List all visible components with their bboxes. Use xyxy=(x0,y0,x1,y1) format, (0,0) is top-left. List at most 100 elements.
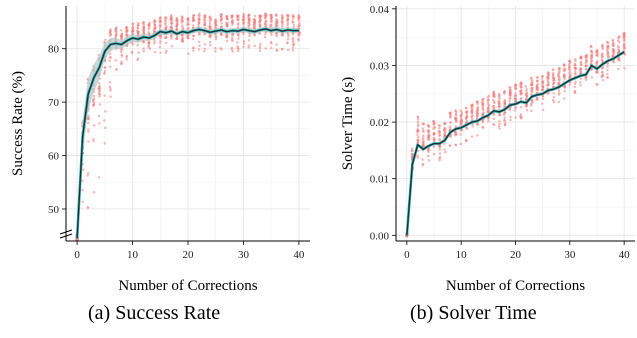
data-point xyxy=(600,70,604,74)
data-point xyxy=(432,139,436,143)
data-point xyxy=(159,16,162,20)
data-point xyxy=(226,17,229,21)
data-point xyxy=(186,23,189,27)
data-point xyxy=(180,38,184,41)
data-point xyxy=(519,89,522,93)
data-point xyxy=(220,22,223,25)
data-point xyxy=(417,125,420,128)
data-point xyxy=(497,105,500,109)
data-point xyxy=(536,83,540,86)
data-point xyxy=(103,71,106,75)
data-point xyxy=(617,41,621,44)
data-point xyxy=(552,71,555,75)
data-point xyxy=(142,49,146,53)
data-point xyxy=(524,93,528,97)
data-point xyxy=(563,89,566,93)
data-point xyxy=(125,55,128,59)
data-point xyxy=(230,34,234,37)
data-point xyxy=(498,113,501,117)
data-point xyxy=(481,107,485,110)
scatter-points xyxy=(405,31,626,239)
data-point xyxy=(427,159,431,162)
data-point xyxy=(180,18,184,21)
data-point xyxy=(147,44,151,47)
data-point xyxy=(103,66,106,69)
data-point xyxy=(192,17,195,20)
data-point xyxy=(601,43,604,46)
data-point xyxy=(459,117,463,120)
data-point xyxy=(606,41,610,44)
data-point xyxy=(230,38,234,41)
data-point xyxy=(487,104,491,107)
data-point xyxy=(530,100,534,103)
data-point xyxy=(291,18,295,21)
data-point xyxy=(410,153,414,156)
data-point xyxy=(198,32,201,36)
data-point xyxy=(584,76,588,80)
data-point xyxy=(137,51,140,54)
data-point xyxy=(584,68,588,71)
data-point xyxy=(585,56,588,59)
data-point xyxy=(98,103,102,106)
data-point xyxy=(514,92,517,95)
data-point xyxy=(595,61,599,65)
data-point xyxy=(541,97,545,101)
x-tick-label: 30 xyxy=(564,249,576,261)
data-point xyxy=(169,34,173,38)
data-point xyxy=(579,63,583,67)
data-point xyxy=(498,93,501,97)
data-point xyxy=(498,127,501,130)
data-point xyxy=(264,32,267,36)
data-point xyxy=(493,101,496,105)
data-point xyxy=(422,122,425,126)
data-point xyxy=(422,134,425,137)
data-point xyxy=(208,22,212,25)
data-point xyxy=(220,25,223,28)
data-point xyxy=(433,126,436,129)
data-point xyxy=(187,52,190,55)
data-point xyxy=(286,48,290,52)
data-point xyxy=(607,45,610,48)
data-point xyxy=(503,98,507,102)
data-point xyxy=(286,21,290,25)
data-point xyxy=(114,59,117,62)
data-point xyxy=(297,17,300,21)
data-point xyxy=(623,42,626,45)
data-point xyxy=(225,39,229,43)
y-tick-label: 0.03 xyxy=(370,60,390,72)
data-point xyxy=(426,128,430,132)
data-point xyxy=(421,162,425,166)
data-point xyxy=(270,41,273,45)
data-point xyxy=(86,206,90,209)
data-point xyxy=(498,120,501,123)
data-point xyxy=(596,51,599,55)
data-point xyxy=(623,34,626,37)
data-point xyxy=(454,109,458,113)
data-point xyxy=(181,26,185,29)
data-point xyxy=(87,114,90,117)
data-point xyxy=(136,27,140,30)
data-point xyxy=(514,116,517,119)
data-point xyxy=(508,99,511,103)
data-point xyxy=(209,18,213,21)
data-point xyxy=(622,47,626,50)
data-point xyxy=(481,98,484,101)
data-point xyxy=(236,18,240,21)
data-point xyxy=(574,80,577,84)
data-point xyxy=(498,122,501,126)
data-point xyxy=(241,18,245,22)
data-point xyxy=(531,88,534,91)
x-tick-label: 10 xyxy=(456,249,468,261)
data-point xyxy=(617,36,620,40)
data-point xyxy=(291,46,295,49)
data-point xyxy=(563,77,566,81)
data-point xyxy=(524,85,528,88)
data-point xyxy=(298,21,301,25)
data-point xyxy=(471,117,474,121)
data-point xyxy=(242,42,246,45)
data-point xyxy=(427,150,430,153)
data-point xyxy=(448,144,451,147)
data-point xyxy=(87,140,90,143)
data-point xyxy=(97,88,101,91)
data-point xyxy=(426,154,430,158)
